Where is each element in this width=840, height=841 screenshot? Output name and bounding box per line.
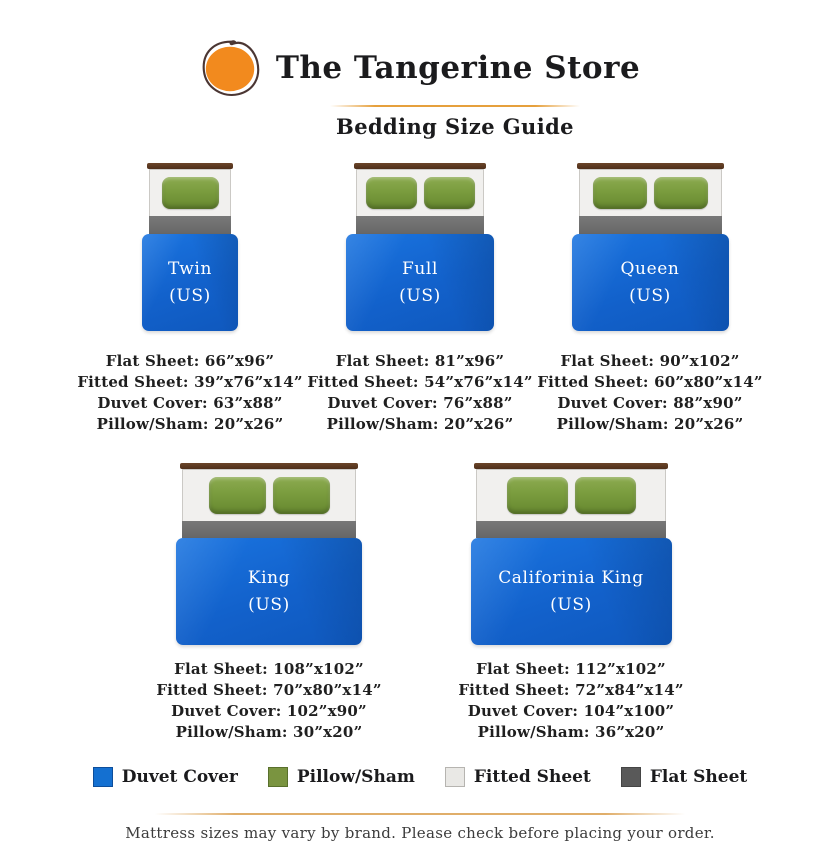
footer-note: Mattress sizes may vary by brand. Please…: [125, 824, 715, 841]
bed-region: (US): [169, 285, 211, 306]
spec-fitted-sheet: Fitted Sheet: 72”x84”x14”: [458, 681, 684, 699]
spec-duvet-cover: Duvet Cover: 102”x90”: [171, 702, 367, 720]
bed-headboard: [180, 463, 358, 469]
page-subtitle: Bedding Size Guide: [336, 114, 574, 139]
duvet-cover-area: Full (US): [346, 234, 494, 331]
pillow: [365, 177, 417, 209]
spec-pillow-sham: Pillow/Sham: 20”x26”: [326, 415, 514, 433]
bed-diagram-king: King (US): [176, 463, 362, 645]
spec-pillow-sham: Pillow/Sham: 20”x26”: [556, 415, 744, 433]
pillow: [161, 177, 219, 209]
fitted-sheet-area: [476, 469, 666, 521]
fitted-sheet-area: [149, 169, 231, 216]
bed-specs-king: Flat Sheet: 108”x102” Fitted Sheet: 70”x…: [156, 659, 381, 743]
bed-headboard: [576, 163, 724, 169]
bed-diagram-full: Full (US): [346, 163, 494, 331]
spec-duvet-cover: Duvet Cover: 104”x100”: [467, 702, 675, 720]
tangerine-logo-icon: [202, 40, 259, 97]
bed-diagram-queen: Queen (US): [571, 163, 729, 331]
legend: Duvet Cover Pillow/Sham Fitted Sheet Fla…: [92, 767, 748, 787]
legend-label: Fitted Sheet: [473, 767, 591, 787]
bed-region: (US): [629, 285, 671, 306]
beds-row-2: King (US) Flat Sheet: 108”x102” Fitted S…: [129, 463, 711, 743]
spec-flat-sheet: Flat Sheet: 108”x102”: [174, 660, 364, 678]
spec-fitted-sheet: Fitted Sheet: 54”x76”x14”: [307, 373, 533, 391]
bed-diagram-california-king: Califorinia King (US): [470, 463, 672, 645]
spec-fitted-sheet: Fitted Sheet: 39”x76”x14”: [77, 373, 303, 391]
fitted-sheet-area: [578, 169, 722, 216]
bed-headboard: [474, 463, 668, 469]
pillow: [592, 177, 647, 209]
legend-item-duvet-cover: Duvet Cover: [92, 767, 238, 787]
pillow: [506, 477, 568, 514]
spec-flat-sheet: Flat Sheet: 81”x96”: [335, 352, 505, 370]
footer: Mattress sizes may vary by brand. Please…: [0, 813, 840, 841]
bed-column-california-king: Califorinia King (US) Flat Sheet: 112”x1…: [431, 463, 711, 743]
flat-sheet-band: [149, 216, 231, 234]
flat-sheet-band: [578, 216, 722, 234]
duvet-cover-area: King (US): [176, 538, 362, 645]
bed-name: Twin: [167, 259, 213, 280]
duvet-cover-area: Queen (US): [571, 234, 729, 331]
bed-column-full: Full (US) Flat Sheet: 81”x96” Fitted She…: [307, 163, 533, 435]
fitted-sheet-area: [356, 169, 484, 216]
legend-item-flat-sheet: Flat Sheet: [620, 767, 748, 787]
bed-column-twin: Twin (US) Flat Sheet: 66”x96” Fitted She…: [77, 163, 303, 435]
bed-diagram-twin: Twin (US): [142, 163, 238, 331]
bed-name: Califorinia King: [498, 568, 644, 589]
footer-divider: [155, 813, 685, 815]
flat-sheet-band: [182, 521, 356, 538]
bed-column-king: King (US) Flat Sheet: 108”x102” Fitted S…: [129, 463, 409, 743]
bed-region: (US): [399, 285, 441, 306]
legend-label: Duvet Cover: [121, 767, 238, 787]
pillow: [574, 477, 636, 514]
bed-specs-twin: Flat Sheet: 66”x96” Fitted Sheet: 39”x76…: [77, 351, 302, 435]
pillow: [208, 477, 266, 514]
spec-pillow-sham: Pillow/Sham: 20”x26”: [96, 415, 284, 433]
title-divider: [329, 105, 580, 107]
header: The Tangerine Store Bedding Size Guide: [200, 0, 640, 139]
spec-flat-sheet: Flat Sheet: 66”x96”: [105, 352, 275, 370]
duvet-cover-area: Califorinia King (US): [470, 538, 672, 645]
duvet-cover-area: Twin (US): [142, 234, 238, 331]
bed-column-queen: Queen (US) Flat Sheet: 90”x102” Fitted S…: [537, 163, 763, 435]
bed-name: Queen: [620, 259, 680, 280]
bed-name: Full: [401, 259, 439, 280]
legend-label: Pillow/Sham: [296, 767, 415, 787]
bed-headboard: [147, 163, 233, 169]
bed-specs-queen: Flat Sheet: 90”x102” Fitted Sheet: 60”x8…: [537, 351, 762, 435]
spec-flat-sheet: Flat Sheet: 90”x102”: [560, 352, 740, 370]
flat-sheet-band: [476, 521, 666, 538]
bed-specs-full: Flat Sheet: 81”x96” Fitted Sheet: 54”x76…: [307, 351, 532, 435]
pillow: [423, 177, 475, 209]
legend-label: Flat Sheet: [649, 767, 748, 787]
spec-fitted-sheet: Fitted Sheet: 70”x80”x14”: [156, 681, 382, 699]
bed-headboard: [354, 163, 486, 169]
spec-duvet-cover: Duvet Cover: 88”x90”: [557, 394, 743, 412]
fitted-sheet-area: [182, 469, 356, 521]
pillow: [653, 177, 708, 209]
duvet-cover-swatch-icon: [92, 767, 113, 787]
flat-sheet-swatch-icon: [620, 767, 641, 787]
pillow: [272, 477, 330, 514]
spec-pillow-sham: Pillow/Sham: 36”x20”: [477, 723, 665, 741]
beds-row-1: Twin (US) Flat Sheet: 66”x96” Fitted She…: [77, 163, 763, 435]
flat-sheet-band: [356, 216, 484, 234]
spec-fitted-sheet: Fitted Sheet: 60”x80”x14”: [537, 373, 763, 391]
legend-item-pillow-sham: Pillow/Sham: [267, 767, 415, 787]
bed-region: (US): [248, 594, 290, 615]
bed-specs-california-king: Flat Sheet: 112”x102” Fitted Sheet: 72”x…: [458, 659, 683, 743]
fitted-sheet-swatch-icon: [444, 767, 465, 787]
bed-region: (US): [550, 594, 592, 615]
spec-pillow-sham: Pillow/Sham: 30”x20”: [175, 723, 363, 741]
legend-item-fitted-sheet: Fitted Sheet: [444, 767, 591, 787]
bed-name: King: [247, 568, 291, 589]
pillow-sham-swatch-icon: [267, 767, 288, 787]
spec-duvet-cover: Duvet Cover: 63”x88”: [97, 394, 283, 412]
store-name: The Tangerine Store: [275, 49, 641, 86]
spec-flat-sheet: Flat Sheet: 112”x102”: [476, 660, 666, 678]
brand-row: The Tangerine Store: [200, 38, 640, 98]
spec-duvet-cover: Duvet Cover: 76”x88”: [327, 394, 513, 412]
